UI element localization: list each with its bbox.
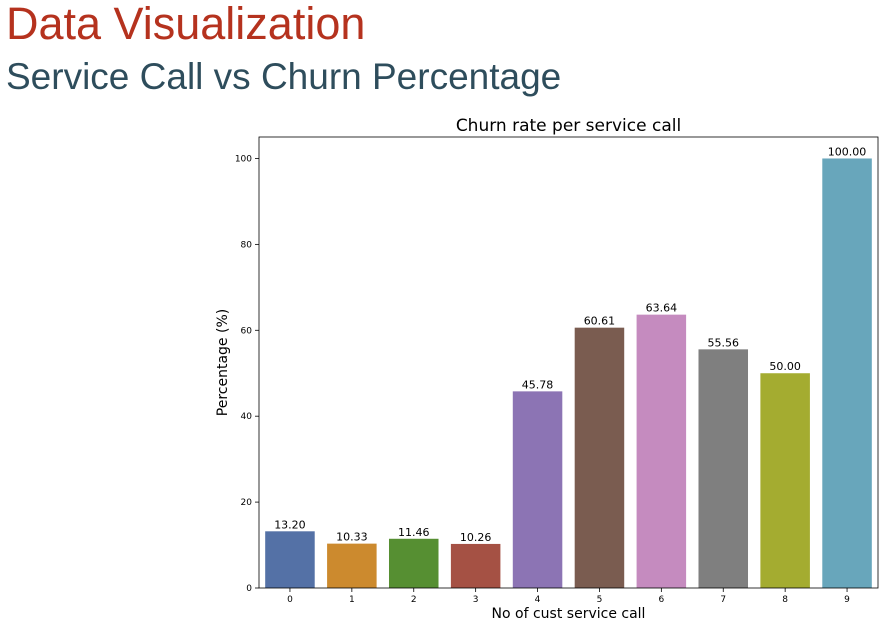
x-tick-label: 0 bbox=[287, 595, 293, 605]
bar-value-label: 50.00 bbox=[769, 360, 801, 373]
y-tick-label: 100 bbox=[235, 154, 252, 164]
bar-labels-group: 13.20 10.33 11.46 10.26 45.78 60.61 63.64 55.56… bbox=[274, 145, 866, 543]
x-tick-label: 4 bbox=[535, 595, 541, 605]
y-tick-label: 40 bbox=[241, 412, 253, 422]
bar-1 bbox=[327, 543, 377, 588]
x-tick-label: 1 bbox=[349, 595, 355, 605]
bar-3 bbox=[450, 543, 501, 588]
bar-6 bbox=[636, 314, 687, 588]
bar-value-label: 63.64 bbox=[646, 302, 678, 315]
y-tick-label: 0 bbox=[246, 584, 252, 594]
y-tick-label: 80 bbox=[241, 240, 253, 250]
x-tick-label: 7 bbox=[720, 595, 726, 605]
bar-value-label: 45.78 bbox=[522, 378, 554, 391]
bar-4 bbox=[512, 391, 563, 588]
bar-value-label: 11.46 bbox=[398, 526, 430, 539]
bars-group bbox=[265, 158, 872, 588]
bar-value-label: 60.61 bbox=[584, 315, 616, 328]
bar-5 bbox=[574, 327, 625, 588]
y-tick-label: 60 bbox=[241, 326, 253, 336]
y-tick-label: 20 bbox=[241, 498, 253, 508]
bar-2 bbox=[388, 538, 439, 588]
x-tick-label: 2 bbox=[411, 595, 417, 605]
x-tick-label: 8 bbox=[782, 595, 788, 605]
x-tick-label: 3 bbox=[473, 595, 479, 605]
bar-value-label: 10.26 bbox=[460, 531, 492, 544]
bar-8 bbox=[760, 373, 810, 588]
x-tick-label: 5 bbox=[597, 595, 603, 605]
bar-value-label: 100.00 bbox=[828, 145, 867, 158]
bar-7 bbox=[698, 349, 749, 588]
slide-subtitle: Service Call vs Churn Percentage bbox=[6, 56, 562, 97]
bar-value-label: 55.56 bbox=[708, 336, 740, 349]
slide-title: Data Visualization bbox=[6, 0, 366, 49]
bar-9 bbox=[822, 158, 872, 588]
x-axis-title: No of cust service call bbox=[492, 606, 646, 622]
chart-title: Churn rate per service call bbox=[456, 116, 681, 136]
x-tick-label: 6 bbox=[658, 595, 664, 605]
x-tick-label: 9 bbox=[844, 595, 850, 605]
y-axis-title: Percentage (%) bbox=[215, 309, 231, 416]
y-axis: 0 20 40 60 80 100 bbox=[235, 154, 259, 594]
bar-0 bbox=[265, 531, 315, 588]
bar-value-label: 10.33 bbox=[336, 531, 368, 544]
x-axis: 0 1 2 3 4 5 6 7 8 9 bbox=[287, 588, 850, 605]
bar-value-label: 13.20 bbox=[274, 518, 306, 531]
plot-frame bbox=[258, 136, 879, 589]
